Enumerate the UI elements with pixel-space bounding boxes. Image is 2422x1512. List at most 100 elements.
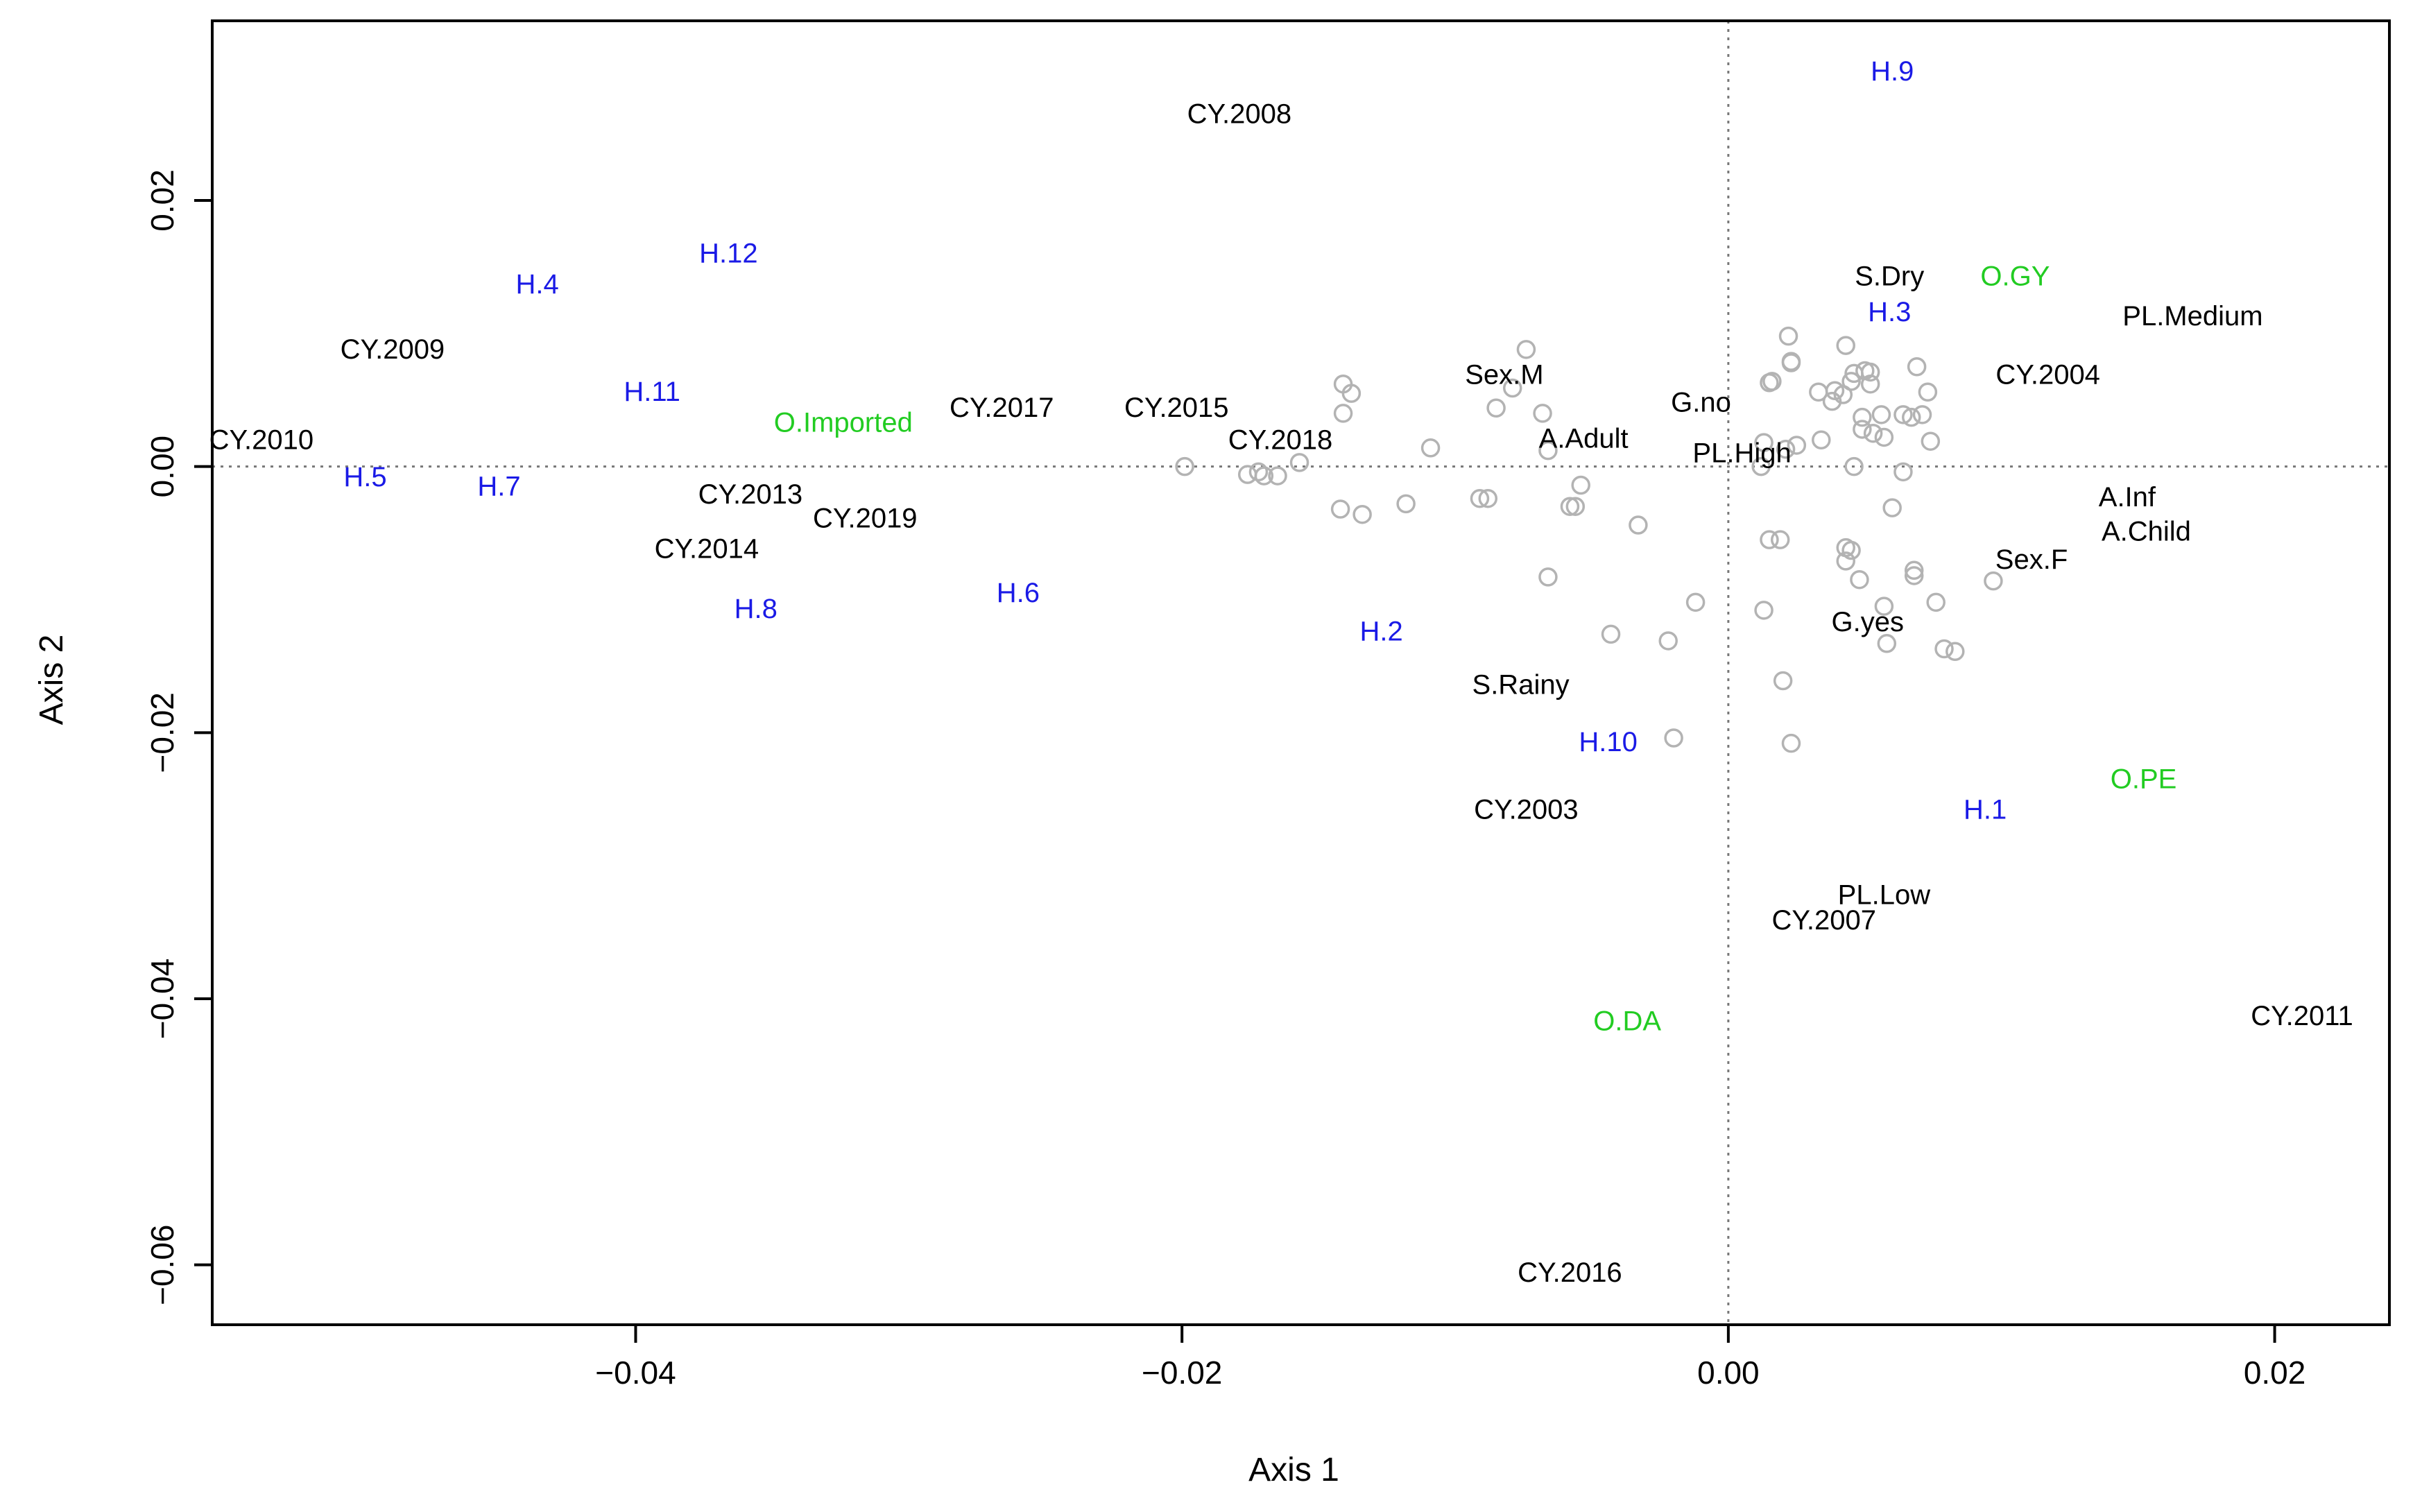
point-label-category: A.Inf [2099, 482, 2156, 513]
point-label-category: CY.2009 [341, 334, 445, 365]
data-point [1248, 462, 1269, 482]
data-point [1533, 404, 1552, 423]
data-point [1751, 456, 1771, 476]
data-point [1601, 624, 1621, 644]
x-tick-label: −0.04 [595, 1355, 676, 1391]
data-point [1560, 497, 1580, 516]
data-point [1984, 571, 2003, 591]
data-point [1853, 420, 1872, 439]
y-axis-title: Axis 2 [33, 635, 70, 725]
data-point [1664, 728, 1683, 748]
point-label-category: A.Adult [1539, 423, 1629, 454]
data-point [1486, 398, 1506, 418]
point-label-category: G.yes [1832, 607, 1904, 637]
data-point [1571, 475, 1590, 495]
point-label-category: A.Child [2102, 517, 2191, 547]
data-point [1946, 642, 1965, 662]
data-point [1773, 671, 1793, 691]
plot-frame [211, 19, 2391, 1326]
point-label-category: PL.High [1692, 438, 1791, 468]
data-point [1844, 456, 1864, 476]
data-point [1330, 499, 1350, 519]
data-point [1470, 488, 1490, 508]
x-tick-label: −0.02 [1142, 1355, 1222, 1391]
point-label-category: CY.2014 [655, 534, 759, 565]
point-label-origin: O.PE [2111, 764, 2177, 794]
data-point [1907, 357, 1927, 377]
point-label-category: CY.2019 [813, 503, 918, 533]
point-label-category: G.no [1671, 388, 1731, 418]
point-label-haplotype: H.7 [477, 471, 520, 501]
x-axis-title: Axis 1 [1248, 1452, 1339, 1488]
data-point [1685, 592, 1706, 612]
point-label-haplotype: H.11 [624, 377, 680, 407]
data-point [1268, 466, 1287, 486]
data-point [1860, 374, 1880, 394]
x-tick-label: 0.02 [2244, 1355, 2306, 1391]
data-point [1912, 405, 1932, 424]
data-point [1882, 498, 1902, 517]
y-tick-label: −0.06 [144, 1224, 180, 1305]
point-label-haplotype: H.5 [343, 462, 386, 492]
data-point [1860, 362, 1880, 382]
data-point [1863, 423, 1883, 443]
data-point [1754, 433, 1773, 452]
point-label-category: CY.2008 [1187, 98, 1292, 129]
data-point [1770, 530, 1790, 549]
y-tick-label: 0.02 [144, 169, 180, 232]
data-point [1836, 551, 1855, 571]
data-point [1778, 326, 1798, 346]
reference-lines [212, 21, 2389, 1325]
data-point [1877, 634, 1897, 653]
data-point [1341, 384, 1362, 403]
point-label-category: CY.2015 [1124, 393, 1229, 423]
data-point [1904, 566, 1924, 585]
data-point [1902, 407, 1921, 427]
point-label-origin: O.DA [1593, 1006, 1661, 1037]
point-label-category: Sex.F [1995, 544, 2068, 575]
data-point [1918, 382, 1938, 402]
point-label-category: PL.Low [1838, 879, 1931, 910]
point-label-haplotype: H.9 [1871, 56, 1914, 87]
point-label-haplotype: H.8 [735, 594, 778, 624]
point-label-haplotype: H.10 [1579, 727, 1638, 757]
data-point [1787, 436, 1807, 455]
point-label-category: CY.2016 [1518, 1257, 1622, 1288]
data-point [1781, 352, 1801, 371]
data-point [1658, 631, 1678, 651]
point-label-category: S.Dry [1855, 261, 1924, 291]
data-point [1396, 494, 1416, 514]
point-label-category: CY.2018 [1228, 424, 1333, 455]
data-point [1926, 592, 1946, 612]
point-label-category: CY.2011 [2251, 1001, 2353, 1031]
data-point [1874, 596, 1894, 616]
data-point [1762, 372, 1782, 391]
data-point [1893, 405, 1913, 424]
y-tick-label: 0.00 [144, 436, 180, 498]
data-point [1289, 453, 1309, 472]
point-label-category: S.Rainy [1472, 669, 1570, 700]
point-label-category: CY.2013 [698, 479, 803, 510]
point-label-haplotype: H.3 [1868, 297, 1911, 327]
x-tick-label: 0.00 [1697, 1355, 1760, 1391]
data-point [1478, 488, 1498, 508]
data-point [1836, 336, 1855, 355]
data-point [1871, 405, 1891, 424]
point-label-origin: O.GY [1980, 261, 2050, 291]
point-label-haplotype: H.2 [1360, 617, 1403, 647]
point-label-haplotype: H.4 [516, 269, 559, 300]
point-label-category: PL.Medium [2122, 301, 2262, 332]
data-point [1812, 430, 1831, 450]
data-point [1934, 639, 1954, 659]
data-point [1538, 567, 1558, 587]
data-point [1352, 504, 1372, 524]
points-layer [1175, 326, 2003, 753]
point-label-category: CY.2010 [209, 424, 314, 455]
y-tick-label: −0.02 [144, 692, 180, 773]
data-point [1893, 462, 1913, 482]
point-label-category: CY.2017 [950, 393, 1054, 423]
data-point [1760, 530, 1779, 549]
data-point [1850, 569, 1869, 590]
